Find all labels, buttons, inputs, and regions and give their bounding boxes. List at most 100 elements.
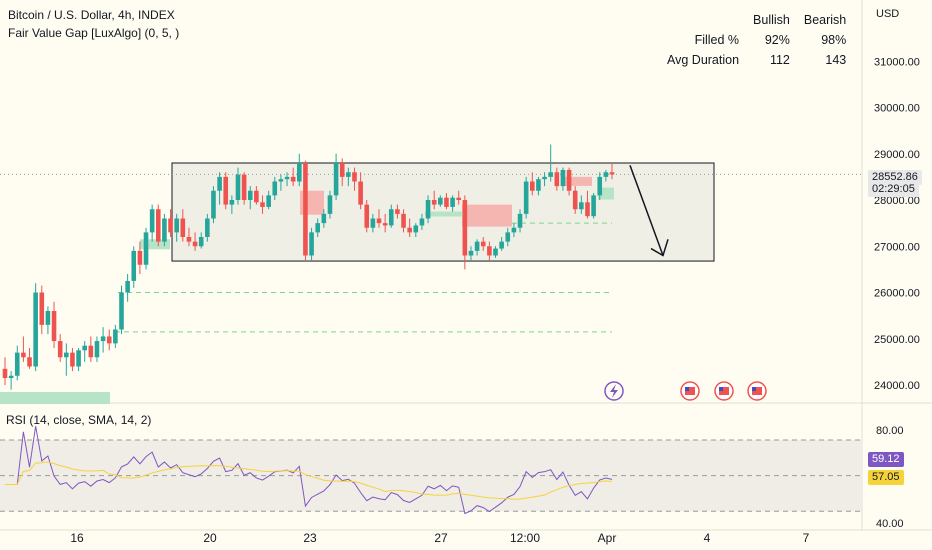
candle-body (290, 176, 296, 182)
candle-body (192, 241, 198, 247)
candle-body (388, 209, 394, 226)
last-price-tag: 28552.86 (868, 170, 922, 185)
candle-body (2, 368, 8, 379)
candle-body (536, 179, 541, 191)
candle-body (425, 200, 431, 219)
candle-body (376, 218, 382, 224)
stats-duration-bearish: 143 (825, 53, 847, 67)
candle-body (57, 341, 63, 358)
candle-body (309, 232, 314, 256)
indicator-label: Fair Value Gap [LuxAlgo] (0, 5, ) (8, 26, 180, 40)
fvg-stats-table: Bullish Bearish Filled % 92% 98% Avg Dur… (660, 10, 853, 70)
candle-body (70, 352, 75, 367)
us-flag-icon (752, 387, 762, 395)
candle-body (554, 172, 560, 187)
candle-body (180, 218, 186, 237)
candle-body (395, 209, 400, 214)
stats-header-bearish: Bearish (803, 13, 847, 27)
candle-body (125, 280, 130, 293)
candle-body (339, 163, 345, 177)
trend-arrow-head (650, 239, 669, 257)
stats-label-filled: Filled % (694, 33, 740, 47)
candle-body (297, 163, 302, 182)
rsi-line (5, 426, 613, 515)
candle-body (444, 197, 449, 207)
candle-body (315, 223, 320, 233)
candle-body (266, 195, 271, 207)
candle-body (346, 172, 351, 177)
candle-body (106, 336, 112, 344)
us-flag-icon (685, 387, 695, 395)
candle-body (217, 176, 222, 191)
candle-body (456, 197, 462, 200)
candle-body (205, 218, 210, 237)
bullish-fvg-box (425, 211, 463, 217)
candle-body (438, 197, 443, 205)
chart-title: Bitcoin / U.S. Dollar, 4h, INDEX (8, 8, 175, 22)
bullish-fvg-box (140, 239, 170, 250)
candle-body (572, 190, 578, 210)
price-tick: 27000.00 (874, 241, 920, 253)
candle-body (517, 213, 523, 228)
candle-body (597, 176, 603, 196)
bearish-fvg-box (462, 204, 512, 227)
candle-body (480, 241, 486, 247)
countdown-tag: 02:29:05 (868, 182, 919, 197)
price-tick: 24000.00 (874, 380, 920, 392)
candle-body (51, 311, 57, 342)
candle-body (174, 218, 179, 233)
candle-body (64, 352, 69, 358)
candle-body (260, 202, 265, 207)
stats-label-duration: Avg Duration (667, 53, 740, 67)
candle-body (358, 181, 363, 205)
price-tick: 30000.00 (874, 103, 920, 115)
candle-body (186, 237, 192, 242)
candle-body (303, 163, 308, 256)
candle-body (603, 172, 609, 177)
rsi-tick: 80.00 (876, 425, 904, 437)
price-tick: 25000.00 (874, 334, 920, 346)
candle-body (137, 250, 143, 265)
candle-body (211, 190, 216, 219)
candle-body (272, 181, 278, 196)
candle-body (223, 176, 229, 205)
candle-body (76, 350, 81, 367)
candle-body (229, 200, 235, 205)
price-tick: 31000.00 (874, 56, 920, 68)
candle-body (609, 172, 615, 175)
time-tick: Apr (598, 531, 617, 545)
candle-body (579, 202, 584, 210)
candle-body (450, 197, 455, 207)
candle-body (33, 292, 38, 367)
trend-arrow (629, 165, 664, 256)
bearish-fvg-box (562, 176, 592, 186)
rsi-tick: 40.00 (876, 518, 904, 530)
candle-body (327, 195, 333, 214)
candle-body (162, 218, 167, 242)
time-tick: 16 (70, 531, 84, 545)
lightning-icon (610, 384, 618, 398)
time-tick: 20 (203, 531, 217, 545)
stats-duration-bullish: 112 (769, 53, 790, 67)
candle-body (548, 172, 553, 177)
candle-body (487, 246, 492, 256)
candle-body (505, 232, 511, 242)
price-tick: 29000.00 (874, 149, 920, 161)
candle-body (364, 204, 370, 228)
candle-body (462, 200, 468, 256)
candle-body (254, 190, 259, 203)
candle-body (119, 292, 124, 330)
candle-body (94, 341, 100, 358)
candle-body (511, 227, 517, 233)
candle-body (21, 352, 26, 358)
candle-body (382, 223, 388, 226)
stats-filled-bullish: 92% (764, 33, 790, 47)
candle-body (333, 163, 339, 196)
candle-body (542, 176, 547, 180)
us-flag-icon (719, 387, 723, 391)
rsi-sma-line (5, 461, 613, 500)
bullish-fvg-box (0, 392, 110, 404)
currency-label: USD (876, 8, 899, 20)
candle-body (149, 209, 155, 233)
